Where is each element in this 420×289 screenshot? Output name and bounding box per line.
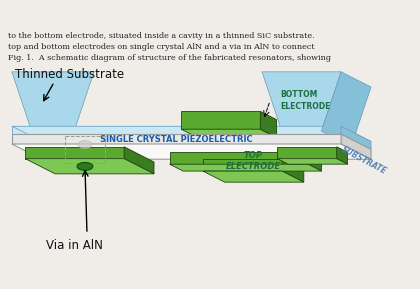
Polygon shape bbox=[203, 159, 282, 171]
Text: Via in AlN: Via in AlN bbox=[46, 239, 102, 252]
Polygon shape bbox=[277, 159, 348, 164]
Polygon shape bbox=[262, 72, 341, 131]
Polygon shape bbox=[337, 147, 348, 164]
Polygon shape bbox=[308, 152, 322, 171]
Polygon shape bbox=[181, 111, 260, 129]
Ellipse shape bbox=[78, 141, 92, 149]
Text: top and bottom electrodes on single crystal AlN and a via in AlN to connect: top and bottom electrodes on single crys… bbox=[8, 43, 315, 51]
Polygon shape bbox=[25, 147, 124, 159]
Polygon shape bbox=[277, 147, 337, 159]
Text: SUBSTRATE: SUBSTRATE bbox=[340, 145, 388, 177]
Polygon shape bbox=[341, 134, 371, 159]
Polygon shape bbox=[321, 72, 371, 147]
Polygon shape bbox=[12, 72, 94, 131]
Polygon shape bbox=[12, 126, 341, 134]
Polygon shape bbox=[341, 126, 371, 149]
Text: to the bottom electrode, situated inside a cavity in a thinned SiC substrate.: to the bottom electrode, situated inside… bbox=[8, 32, 315, 40]
Polygon shape bbox=[181, 129, 277, 138]
Text: BOTTOM
ELECTRODE: BOTTOM ELECTRODE bbox=[280, 90, 331, 111]
Polygon shape bbox=[12, 144, 371, 159]
Polygon shape bbox=[25, 159, 154, 174]
Polygon shape bbox=[170, 164, 322, 171]
Text: Fig. 1.  A schematic diagram of structure of the fabricated resonators, showing: Fig. 1. A schematic diagram of structure… bbox=[8, 54, 331, 62]
Polygon shape bbox=[12, 134, 341, 144]
Text: TOP
ELECTRODE: TOP ELECTRODE bbox=[226, 151, 281, 171]
Polygon shape bbox=[203, 171, 304, 182]
Polygon shape bbox=[170, 152, 308, 164]
Polygon shape bbox=[260, 111, 277, 138]
Ellipse shape bbox=[77, 162, 93, 170]
Polygon shape bbox=[282, 159, 304, 182]
Text: Thinned Substrate: Thinned Substrate bbox=[15, 68, 124, 81]
Text: SINGLE CRYSTAL PIEZOELECTRIC: SINGLE CRYSTAL PIEZOELECTRIC bbox=[100, 135, 252, 144]
Polygon shape bbox=[12, 126, 371, 141]
Polygon shape bbox=[124, 147, 154, 174]
